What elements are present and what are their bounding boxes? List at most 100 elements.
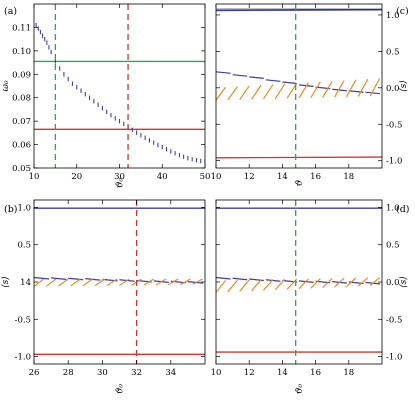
y-tick-label: -0.5 [15,315,31,325]
plot-area-c [216,4,382,168]
sawtooth-tooth [346,277,357,288]
step-segment [365,91,381,95]
y-tick-label: 0.5 [386,47,400,57]
y-tick-label: -1.0 [386,353,402,363]
step-segment [51,277,67,280]
x-tick-label: 18 [343,368,354,378]
step-segment [265,279,281,282]
sawtooth-tooth [369,78,381,97]
series-oscillation-d [216,277,381,293]
sawtooth-tooth [322,80,333,98]
sawtooth-tooth [262,84,274,100]
x-tick-label: 26 [29,368,40,378]
x-axis-label-a: ϑ₀ [116,178,126,188]
sawtooth-tooth [58,278,69,287]
y-tick-label: 0.5 [386,241,400,251]
y-tick-label: 0.08 [12,94,31,104]
y-tick-label: 0.06 [12,141,31,151]
sawtooth-tooth [180,278,191,286]
y-tick-label: 0.07 [12,117,31,127]
sawtooth-tooth [251,279,262,292]
x-tick-label: 16 [310,368,321,378]
sawtooth-tooth [227,86,238,101]
panel-c: 10 12 14 16 18 -1.0 -0.5 0.0 0.5 1.0(c) ϑ ⟨s⟩ [211,3,409,186]
sawtooth-tooth [310,278,321,289]
sawtooth-tooth [216,279,226,293]
sawtooth-tooth [119,278,130,286]
series-oscillation-b [34,278,203,287]
series-oscillation-c [216,78,381,101]
x-tick-label: 30 [97,368,108,378]
y-tick-label: 1.0 [17,203,31,213]
y-tick-label: -0.5 [386,315,402,325]
step-segment [265,79,281,82]
sawtooth-tooth [369,277,381,286]
x-tick-label: 14 [277,172,288,182]
y-tick-label: 1.0 [386,203,400,213]
x-tick-label: 30 [114,172,125,182]
x-tick-label: 28 [63,368,74,378]
sawtooth-tooth [143,278,155,286]
plot-frame-c [215,3,383,169]
y-tick-label: -0.5 [386,120,402,130]
sawtooth-tooth [45,278,57,287]
sawtooth-tooth [106,278,118,287]
step-segment [332,88,347,92]
panel-label-b: (b) [4,204,18,215]
plot-frame-a [33,3,206,169]
sawtooth-tooth [345,79,357,98]
sawtooth-tooth [357,78,369,97]
sawtooth-tooth [334,277,345,288]
x-tick-label: 10 [29,172,40,182]
step-segment [232,277,248,281]
sawtooth-tooth [94,278,106,287]
y-axis-label-a: ω₀ [1,80,11,91]
series-upper-steps-c [216,71,381,95]
panel-a: 10 20 30 40 50 0.05 0.06 0.07 0.08 0.09 0.10 0.11 (a… [1,3,210,188]
step-segment [232,74,248,77]
sawtooth-tooth [274,83,286,99]
step-segment [249,76,264,79]
y-tick-label: -1.0 [15,353,31,363]
sawtooth-tooth [155,278,167,286]
panel-label-d: (d) [396,204,410,215]
y-axis-label-d: ⟨s⟩ [399,276,409,288]
x-tick-label: 32 [131,368,142,378]
y-axis-label-c: ⟨s⟩ [399,80,409,92]
x-tick-label: 12 [244,368,255,378]
step-segment [68,277,84,281]
y-tick-label: 0.11 [12,23,31,33]
sawtooth-tooth [357,277,369,287]
sawtooth-tooth [239,85,250,100]
y-tick-label: 0.5 [17,241,31,251]
step-segment [249,278,264,282]
sawtooth-tooth [310,81,321,99]
panel-label-c: (c) [396,6,409,17]
y-tick-label: 1.0 [386,11,400,21]
y-tick-label: 0.09 [12,70,31,80]
y-tick-label: -1.0 [386,157,402,167]
series-bottom-c [216,156,382,159]
x-axis-label-d: ϑ₀ [295,384,305,394]
x-tick-label: 10 [211,368,222,378]
x-tick-label: 18 [343,172,354,182]
series-top-c [216,9,382,12]
plot-frame-d [215,199,383,365]
y-tick-label: 14 [20,278,31,288]
plot-area-a [34,4,205,168]
y-tick-label: 0.10 [12,47,31,57]
sawtooth-tooth [262,279,274,291]
x-tick-label: 14 [277,368,288,378]
plot-area-b [34,200,205,364]
x-tick-label: 12 [244,172,255,182]
panel-label-a: (a) [4,6,17,17]
x-axis-label-c: ϑ [295,179,305,186]
series-upper-steps-b [34,276,204,284]
sawtooth-tooth [239,279,250,292]
panel-b: 26 28 30 32 34 -1.0 -0.5 14 0.5 1.0(b) ϑ₀ ⟨s⟩ [1,199,206,394]
sawtooth-tooth [334,80,345,98]
x-axis-label-b: ϑ₀ [116,384,126,394]
sawtooth-tooth [34,278,45,287]
sawtooth-tooth [298,278,309,290]
